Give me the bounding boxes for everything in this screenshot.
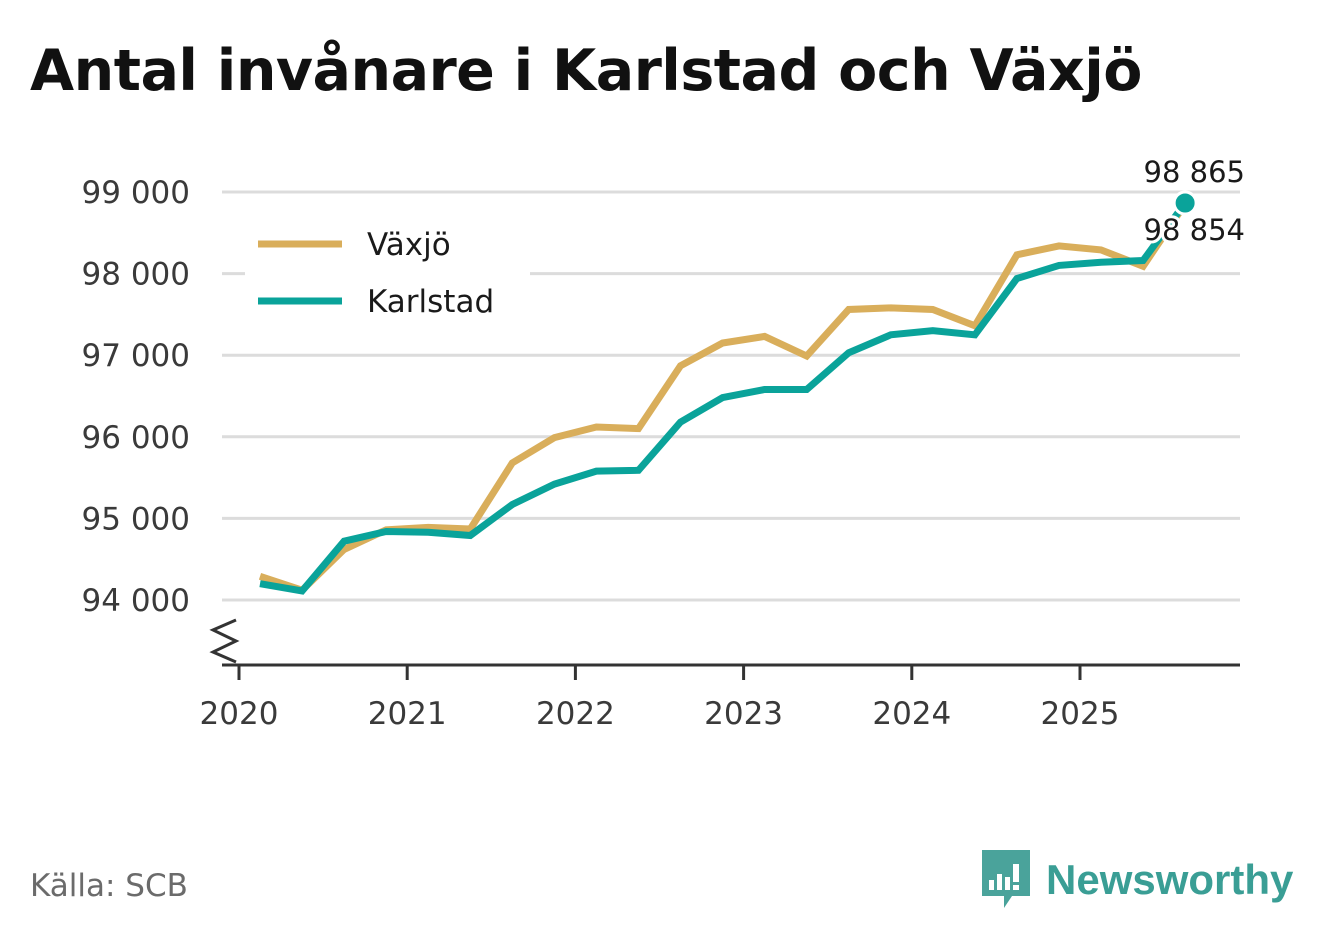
chart-title: Antal invånare i Karlstad och Växjö	[30, 38, 1142, 104]
y-gridlines	[222, 190, 1240, 602]
series-lines	[258, 200, 1189, 595]
end-label-karlstad: 98 865	[1144, 155, 1245, 189]
source-note: Källa: SCB	[30, 868, 188, 904]
newsworthy-logo-icon	[982, 850, 1030, 908]
legend: Växjö Karlstad	[245, 216, 530, 328]
x-axis: 2020 2021 2022 2023 2024 2025	[200, 663, 1240, 732]
brand-name: Newsworthy	[1046, 856, 1294, 903]
y-tick-label: 97 000	[82, 338, 190, 374]
series-line-växjö	[258, 201, 1189, 595]
legend-label-växjö: Växjö	[367, 227, 451, 263]
end-label-vaxjo: 98 854	[1144, 213, 1245, 247]
x-tick-label: 2025	[1041, 696, 1120, 732]
x-tick-label: 2023	[704, 696, 783, 732]
y-tick-labels: 94 000 95 000 96 000 97 000 98 000 99 000	[82, 175, 190, 619]
y-tick-label: 99 000	[82, 175, 190, 211]
end-points: 98 865 98 854	[1141, 155, 1248, 250]
legend-background	[245, 216, 530, 328]
brand: Newsworthy	[982, 850, 1293, 910]
y-tick-label: 94 000	[82, 583, 190, 619]
x-tick-label: 2021	[368, 696, 447, 732]
x-tick-label: 2024	[872, 696, 951, 732]
x-tick-label: 2020	[200, 696, 279, 732]
series-line-karlstad	[259, 200, 1188, 595]
y-tick-label: 98 000	[82, 257, 190, 293]
legend-label-karlstad: Karlstad	[367, 284, 494, 320]
y-tick-label: 95 000	[82, 501, 190, 537]
x-tick-label: 2022	[536, 696, 615, 732]
y-tick-label: 96 000	[82, 420, 190, 456]
axis-break-zigzag	[209, 618, 240, 664]
end-point-karlstad	[1172, 190, 1198, 216]
y-axis-break-icon	[209, 618, 240, 664]
